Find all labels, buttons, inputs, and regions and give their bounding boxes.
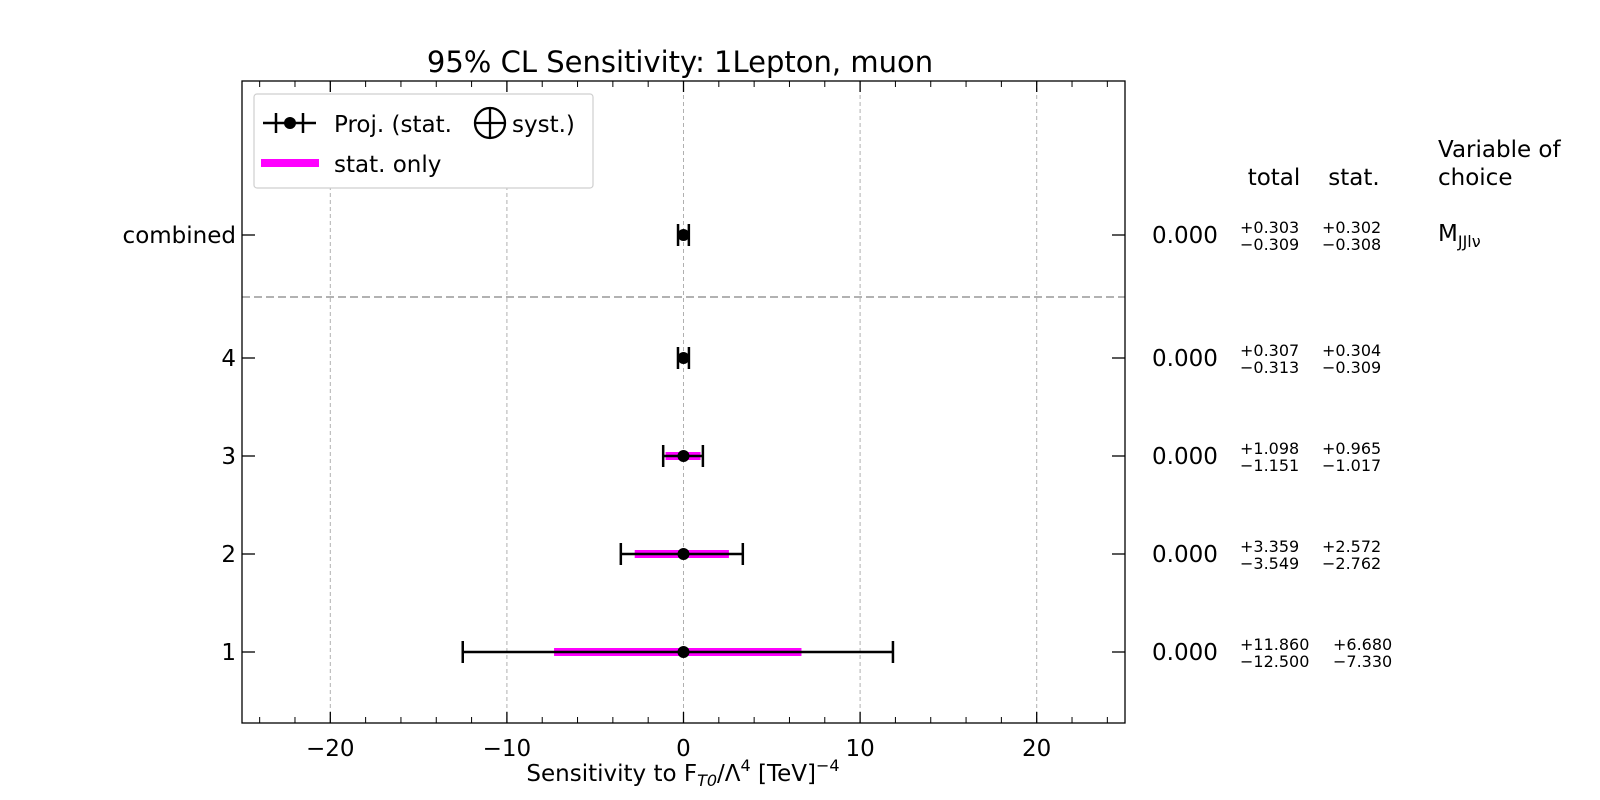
data-layer <box>461 224 895 663</box>
header-total: total <box>1248 165 1301 191</box>
legend-label-proj: Proj. (stat. <box>334 112 452 138</box>
central-point <box>677 229 690 241</box>
x-tick-label: 10 <box>845 736 874 762</box>
central-value: 0.000 <box>1152 223 1218 249</box>
row-label: 2 <box>221 542 236 568</box>
x-axis-label-sub: T0 <box>697 771 717 790</box>
stat-down-value: −0.309 <box>1322 358 1381 377</box>
total-down-value: −12.500 <box>1240 652 1309 671</box>
x-axis-label-unit: [TeV] <box>751 761 816 787</box>
row-label: combined <box>123 223 236 249</box>
legend-errorbar-icon <box>263 113 316 133</box>
central-value: 0.000 <box>1152 542 1218 568</box>
total-up-value: +3.359 <box>1240 537 1299 556</box>
total-down-value: −0.313 <box>1240 358 1299 377</box>
central-value: 0.000 <box>1152 444 1218 470</box>
legend: Proj. (stat. syst.) stat. only <box>253 93 594 189</box>
legend-stat-swatch <box>261 159 319 167</box>
total-up-value: +1.098 <box>1240 439 1299 458</box>
x-tick-label: 0 <box>676 736 691 762</box>
total-down-value: −1.151 <box>1240 456 1299 475</box>
stat-up-value: +0.304 <box>1322 341 1381 360</box>
x-axis-label-mid: /Λ <box>717 761 741 787</box>
central-point <box>677 548 690 560</box>
row-label: 1 <box>221 640 236 666</box>
stat-up-value: +0.965 <box>1322 439 1381 458</box>
x-axis-label-unit-sup: −4 <box>816 756 840 775</box>
total-down-value: −3.549 <box>1240 554 1299 573</box>
chart-title: 95% CL Sensitivity: 1Lepton, muon <box>427 45 933 79</box>
header-choice-line2: choice <box>1438 165 1512 191</box>
row-labels: combined 4 3 2 1 <box>123 223 236 666</box>
stat-up-value: +6.680 <box>1333 635 1392 654</box>
row-label: 4 <box>221 346 236 372</box>
total-up-value: +11.860 <box>1240 635 1309 654</box>
central-point <box>677 646 690 658</box>
stat-down-value: −0.308 <box>1322 235 1381 254</box>
x-axis-label-prefix: Sensitivity to F <box>526 761 697 787</box>
stat-down-value: −7.330 <box>1333 652 1392 671</box>
choice-variable: MJJlν <box>1438 221 1481 251</box>
total-down-value: −0.309 <box>1240 235 1299 254</box>
oplus-icon <box>473 106 507 140</box>
legend-label-stat: stat. only <box>334 152 441 178</box>
choice-variable-base: M <box>1438 221 1458 247</box>
central-value: 0.000 <box>1152 640 1218 666</box>
legend-box <box>253 93 594 189</box>
axis-ticks: −20 −10 0 10 20 <box>242 81 1125 762</box>
row-label: 3 <box>221 444 236 470</box>
x-axis-label: Sensitivity to FT0/Λ4 [TeV]−4 <box>526 756 839 790</box>
total-up-value: +0.307 <box>1240 341 1299 360</box>
legend-label-syst: syst.) <box>512 112 575 138</box>
header-choice-line1: Variable of <box>1438 137 1562 163</box>
central-point <box>677 352 690 364</box>
stat-down-value: −1.017 <box>1322 456 1381 475</box>
legend-label-proj-a: Proj. (stat. <box>334 112 452 138</box>
x-tick-label: −10 <box>483 736 532 762</box>
stat-up-value: +0.302 <box>1322 218 1381 237</box>
x-axis-label-sup: 4 <box>741 756 751 775</box>
stat-up-value: +2.572 <box>1322 537 1381 556</box>
choice-variable-sub: JJlν <box>1457 232 1481 251</box>
x-tick-label: 20 <box>1022 736 1051 762</box>
central-point <box>677 450 690 462</box>
x-tick-label: −20 <box>306 736 355 762</box>
total-up-value: +0.303 <box>1240 218 1299 237</box>
header-stat: stat. <box>1328 165 1379 191</box>
stat-down-value: −2.762 <box>1322 554 1381 573</box>
central-value: 0.000 <box>1152 346 1218 372</box>
